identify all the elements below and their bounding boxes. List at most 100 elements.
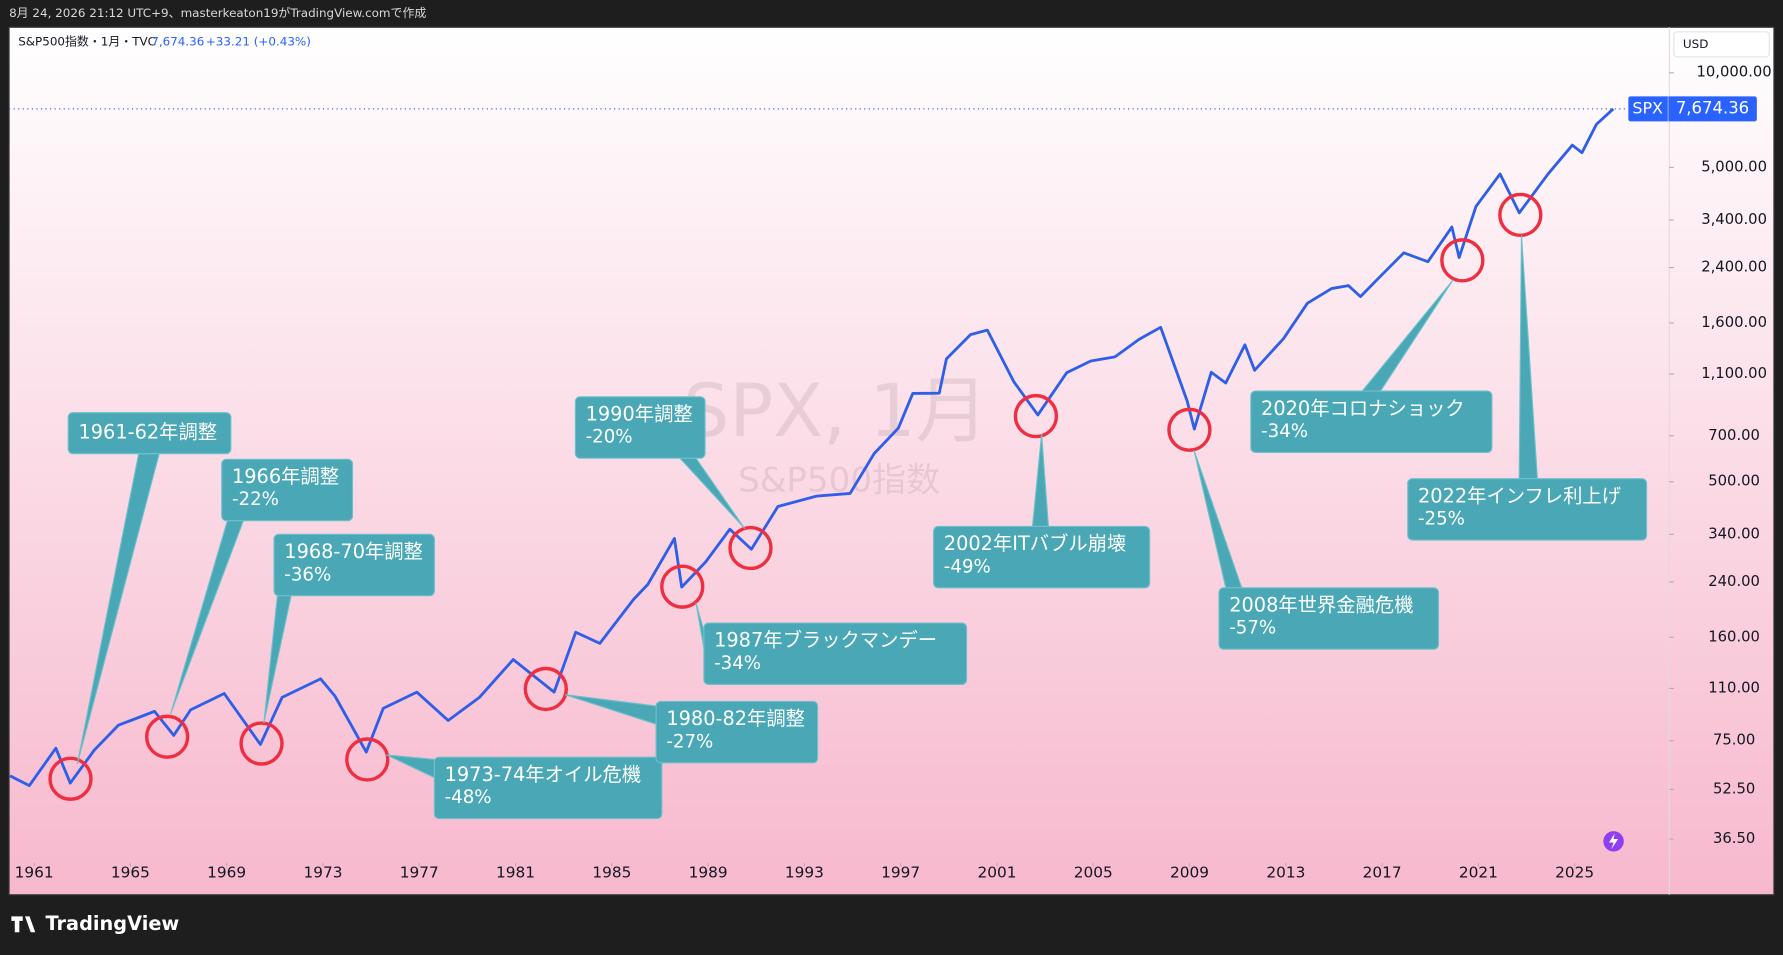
chart-title: S&P500指数・1月・TVC bbox=[18, 35, 156, 49]
annotation: 2008年世界金融危機-57% bbox=[1167, 407, 1440, 650]
price-tag-value: 7,674.36 bbox=[1676, 98, 1749, 117]
annotation: 2022年インフレ利上げ-25% bbox=[1407, 192, 1648, 541]
x-tick-label: 2009 bbox=[1170, 864, 1209, 882]
annotation-change: -49% bbox=[944, 556, 991, 577]
x-tick-label: 2013 bbox=[1266, 864, 1305, 882]
annotation-title: 1990年調整 bbox=[586, 402, 693, 425]
annotation-title: 2008年世界金融危機 bbox=[1229, 593, 1413, 616]
x-tick-label: 1989 bbox=[689, 864, 728, 882]
x-tick-label: 1985 bbox=[592, 864, 631, 882]
annotation-change: -25% bbox=[1418, 509, 1465, 530]
price-tag bbox=[1628, 96, 1757, 122]
x-tick-label: 1977 bbox=[400, 864, 439, 882]
x-tick-label: 1961 bbox=[15, 864, 54, 882]
annotation-circle bbox=[1440, 238, 1485, 283]
x-tick-label: 1965 bbox=[111, 864, 150, 882]
annotation-change: -34% bbox=[1261, 421, 1308, 442]
x-tick-label: 1993 bbox=[785, 864, 824, 882]
annotation: 2020年コロナショック-34% bbox=[1250, 238, 1493, 454]
annotation-circle bbox=[1167, 407, 1212, 452]
x-tick-label: 1969 bbox=[207, 864, 246, 882]
y-tick-label: 52.50 bbox=[1713, 780, 1755, 797]
callout-box bbox=[1250, 390, 1493, 454]
callout-box bbox=[433, 756, 663, 820]
y-tick-label: 75.00 bbox=[1713, 732, 1755, 749]
x-tick-label: 2025 bbox=[1555, 864, 1594, 882]
annotation-title: 1980-82年調整 bbox=[666, 707, 805, 730]
annotation-circle bbox=[728, 525, 773, 571]
annotation: 1987年ブラックマンデー-34% bbox=[660, 564, 968, 685]
annotation: 1961-62年調整 bbox=[48, 412, 232, 801]
annotation-circle bbox=[239, 721, 284, 766]
callout-box bbox=[67, 412, 232, 455]
y-tick-label: 340.00 bbox=[1708, 525, 1760, 542]
callout-box bbox=[1407, 478, 1648, 541]
callout-box bbox=[1218, 587, 1440, 650]
callout-box bbox=[655, 700, 819, 764]
y-tick-label: 36.50 bbox=[1713, 830, 1755, 847]
annotation-change: -22% bbox=[232, 489, 279, 510]
annotation-change: -36% bbox=[284, 564, 331, 585]
currency: USD bbox=[1683, 37, 1708, 51]
watermark-symbol: SPX, 1月 bbox=[683, 369, 988, 454]
annotation-title: 1968-70年調整 bbox=[284, 540, 423, 563]
x-tick-label: 2021 bbox=[1459, 864, 1498, 882]
callout-box bbox=[574, 396, 706, 459]
y-tick-label: 1,600.00 bbox=[1701, 314, 1767, 331]
annotation-title: 2022年インフレ利上げ bbox=[1418, 484, 1621, 507]
y-tick-label: 500.00 bbox=[1708, 473, 1760, 490]
logo: TradingView bbox=[11, 912, 179, 935]
lightning-icon[interactable] bbox=[1603, 831, 1624, 852]
annotation: 1990年調整-20% bbox=[574, 396, 773, 571]
annotation: 1980-82年調整-27% bbox=[523, 666, 819, 764]
x-tick-label: 2005 bbox=[1074, 864, 1113, 882]
annotation-circle bbox=[523, 666, 568, 712]
logo-text: TradingView bbox=[45, 912, 179, 935]
y-tick-label: 2,400.00 bbox=[1701, 259, 1767, 276]
annotation-circle bbox=[660, 564, 705, 609]
annotation: 1973-74年オイル危機-48% bbox=[345, 737, 663, 820]
header-price: 7,674.36 bbox=[151, 35, 204, 49]
y-tick-label: 5,000.00 bbox=[1701, 158, 1767, 175]
callout-box bbox=[221, 458, 354, 522]
annotation: 1966年調整-22% bbox=[144, 458, 354, 759]
annotation-title: 1987年ブラックマンデー bbox=[714, 629, 937, 652]
y-tick-label: 110.00 bbox=[1708, 679, 1760, 696]
header-change: +33.21 (+0.43%) bbox=[206, 35, 311, 49]
x-tick-label: 1997 bbox=[881, 864, 920, 882]
annotation: 2002年ITバブル崩壊-49% bbox=[933, 393, 1151, 589]
callout-box bbox=[273, 533, 435, 597]
annotation-title: 1973-74年オイル危機 bbox=[445, 763, 642, 786]
annotation-title: 1961-62年調整 bbox=[78, 421, 217, 444]
annotation-circle bbox=[1498, 192, 1543, 238]
y-tick-label: 3,400.00 bbox=[1701, 211, 1767, 228]
price-tag-symbol: SPX bbox=[1632, 98, 1663, 117]
caption: 8月 24, 2026 21:12 UTC+9、masterkeaton19がT… bbox=[9, 6, 426, 20]
annotation: 1968-70年調整-36% bbox=[239, 533, 435, 766]
x-tick-label: 1981 bbox=[496, 864, 535, 882]
annotation-circle bbox=[48, 756, 93, 801]
annotation-change: -57% bbox=[1229, 618, 1276, 639]
y-tick-label: 10,000.00 bbox=[1697, 64, 1772, 81]
y-tick-label: 700.00 bbox=[1708, 427, 1760, 444]
y-tick-label: 240.00 bbox=[1708, 573, 1760, 590]
x-tick-label: 1973 bbox=[303, 864, 342, 882]
callout-box bbox=[703, 622, 968, 685]
annotation-title: 1966年調整 bbox=[232, 465, 339, 488]
annotation-change: -48% bbox=[445, 787, 492, 808]
annotation-change: -34% bbox=[714, 653, 761, 674]
annotation-title: 2002年ITバブル崩壊 bbox=[944, 532, 1127, 555]
annotation-change: -27% bbox=[666, 731, 713, 752]
callout-box bbox=[933, 525, 1151, 589]
annotation-change: -20% bbox=[586, 427, 633, 448]
annotation-circle bbox=[144, 714, 190, 759]
price-line bbox=[9, 107, 1615, 788]
y-tick-label: 160.00 bbox=[1708, 628, 1760, 645]
annotation-circle bbox=[1013, 393, 1059, 439]
currency-box[interactable] bbox=[1673, 31, 1770, 58]
x-tick-label: 2001 bbox=[977, 864, 1016, 882]
annotation-circle bbox=[345, 737, 390, 782]
y-tick-label: 1,100.00 bbox=[1701, 365, 1767, 382]
